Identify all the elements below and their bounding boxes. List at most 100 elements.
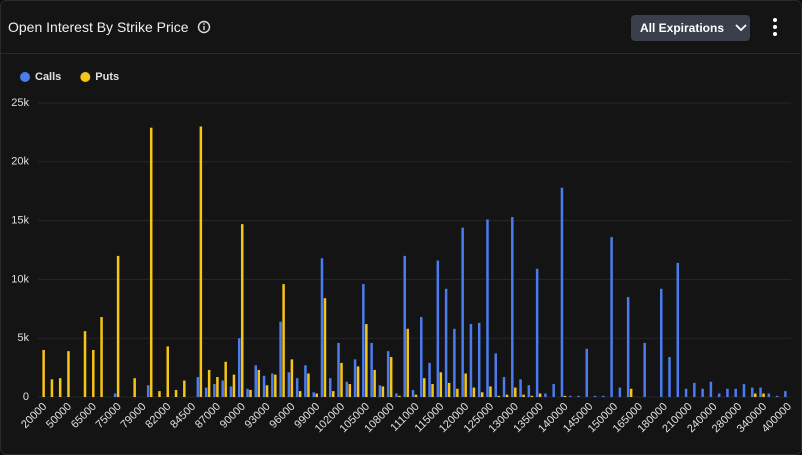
y-tick-label: 0 bbox=[23, 391, 29, 403]
bar bbox=[527, 385, 531, 397]
bar bbox=[216, 377, 219, 397]
bar bbox=[701, 388, 704, 397]
bar bbox=[477, 322, 481, 397]
expiration-dropdown[interactable]: All Expirations bbox=[631, 15, 750, 41]
bar bbox=[431, 384, 434, 397]
bar bbox=[610, 237, 613, 397]
bar bbox=[254, 365, 258, 397]
bar bbox=[199, 126, 203, 398]
bar bbox=[775, 395, 779, 397]
bar bbox=[323, 298, 327, 397]
bar bbox=[535, 268, 539, 397]
bar bbox=[742, 384, 746, 397]
bar bbox=[762, 393, 765, 397]
bar bbox=[602, 395, 605, 397]
bar bbox=[395, 393, 398, 397]
bar bbox=[213, 384, 216, 397]
bar bbox=[381, 386, 385, 397]
bar bbox=[329, 378, 332, 397]
bar bbox=[149, 127, 153, 398]
bar bbox=[734, 388, 737, 397]
bar bbox=[340, 362, 343, 397]
x-tick-label: 79000 bbox=[118, 401, 148, 431]
bar bbox=[279, 321, 282, 397]
x-tick-label: 50000 bbox=[44, 401, 74, 431]
bar bbox=[287, 372, 291, 397]
x-tick-label: 90000 bbox=[218, 401, 248, 431]
bar bbox=[207, 369, 211, 397]
bar bbox=[353, 359, 357, 397]
bar bbox=[370, 342, 373, 397]
bar bbox=[307, 373, 310, 397]
bar bbox=[224, 361, 227, 397]
bar bbox=[568, 395, 572, 397]
chart: Calls Puts05k10k15k20k25k2000050000650007… bbox=[11, 71, 794, 435]
bar bbox=[183, 380, 186, 397]
bar bbox=[447, 382, 451, 397]
bar bbox=[332, 391, 335, 397]
bar bbox=[751, 387, 754, 397]
y-tick-label: 15k bbox=[11, 215, 29, 227]
bar bbox=[411, 389, 415, 397]
bar bbox=[668, 357, 671, 397]
bar bbox=[436, 260, 440, 397]
bar bbox=[423, 378, 426, 397]
bar bbox=[389, 357, 393, 397]
bar bbox=[365, 324, 368, 397]
bar bbox=[629, 388, 633, 397]
bar bbox=[464, 373, 467, 397]
bar bbox=[337, 342, 340, 397]
bar bbox=[398, 395, 401, 397]
bar bbox=[767, 393, 771, 397]
bar bbox=[461, 227, 464, 397]
bar bbox=[759, 387, 762, 397]
bar bbox=[754, 393, 757, 397]
bar bbox=[406, 328, 409, 397]
bar bbox=[403, 255, 406, 397]
bar bbox=[552, 384, 555, 397]
bar bbox=[320, 258, 324, 397]
x-tick-label: 93000 bbox=[243, 401, 273, 431]
y-tick-label: 10k bbox=[11, 273, 29, 285]
bar bbox=[304, 365, 307, 397]
bar bbox=[502, 377, 506, 397]
bar bbox=[257, 369, 261, 397]
info-icon[interactable] bbox=[197, 20, 211, 34]
bar bbox=[362, 284, 365, 397]
bar bbox=[494, 353, 497, 397]
bar bbox=[246, 388, 249, 397]
bar bbox=[315, 393, 318, 397]
bar bbox=[271, 373, 274, 397]
bar bbox=[486, 219, 489, 397]
legend-label: Calls bbox=[35, 71, 61, 83]
bar bbox=[274, 374, 277, 397]
bar bbox=[560, 187, 564, 397]
bar bbox=[298, 391, 302, 397]
bar bbox=[386, 351, 390, 397]
bar bbox=[290, 359, 294, 397]
bar bbox=[312, 392, 315, 397]
bar bbox=[784, 391, 787, 397]
legend-swatch bbox=[20, 72, 30, 82]
bar bbox=[133, 378, 136, 397]
bar bbox=[676, 262, 680, 397]
bar bbox=[414, 394, 418, 397]
bar bbox=[480, 392, 484, 397]
bar bbox=[444, 288, 448, 397]
bar bbox=[472, 387, 476, 397]
bar bbox=[232, 374, 236, 397]
bar bbox=[345, 381, 349, 397]
bar bbox=[522, 394, 525, 397]
bar bbox=[453, 328, 456, 397]
bar bbox=[489, 386, 492, 397]
bar bbox=[519, 379, 522, 397]
bar bbox=[530, 395, 534, 397]
bar bbox=[262, 375, 266, 397]
bar bbox=[717, 393, 721, 397]
bar bbox=[511, 217, 514, 397]
bar bbox=[373, 369, 376, 397]
bar bbox=[497, 395, 500, 397]
menu-button[interactable] bbox=[769, 17, 781, 37]
x-tick-label: 75000 bbox=[94, 401, 124, 431]
y-tick-label: 20k bbox=[11, 156, 29, 168]
